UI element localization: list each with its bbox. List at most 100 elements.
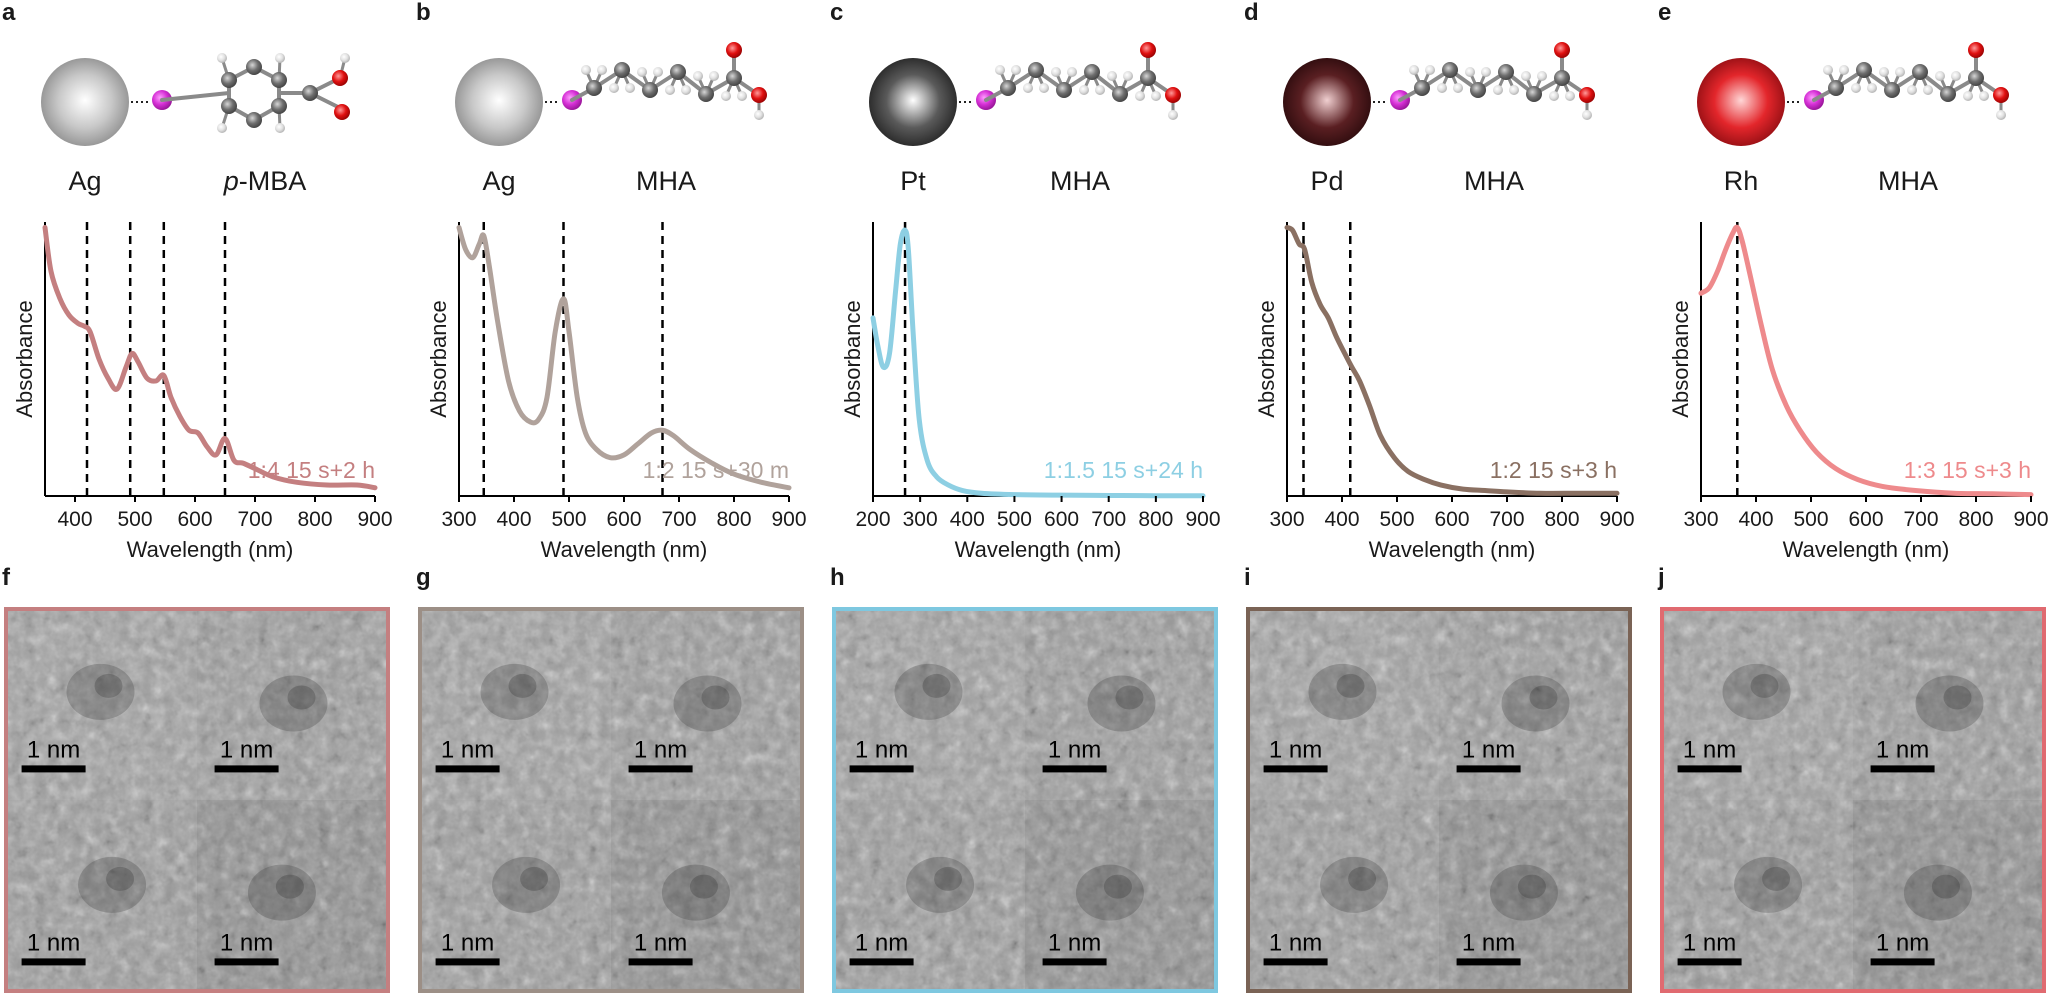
absorbance-series-line: [42, 224, 378, 491]
cluster-particle: [66, 663, 135, 720]
oxygen-atom: [334, 104, 350, 120]
metal-label: Pt: [900, 166, 926, 196]
y-axis-title: Absorbance: [426, 300, 451, 417]
hydrogen-atom: [737, 91, 747, 101]
x-tick-label: 500: [1793, 508, 1828, 531]
x-tick-label: 800: [1958, 508, 1993, 531]
cluster-particle: [1915, 675, 1984, 732]
scale-bar: [1677, 765, 1742, 773]
oxygen-atom: [726, 42, 742, 58]
cluster-particle: [106, 866, 135, 891]
metal-label: Pd: [1310, 166, 1343, 196]
cluster-particle: [1336, 673, 1365, 698]
scale-bar: [435, 765, 500, 773]
hydrogen-atom: [581, 65, 591, 75]
scale-bar: [21, 765, 86, 773]
tem-frame: [1246, 607, 1632, 993]
carbon-atom: [1056, 82, 1072, 98]
ligand-label: MHA: [636, 166, 696, 196]
cluster-particle: [701, 685, 730, 710]
hydrogen-atom: [1409, 65, 1419, 75]
carbon-atom: [271, 72, 287, 88]
scale-bar: [1263, 958, 1328, 966]
carbon-atom: [1498, 64, 1514, 80]
cluster-particle: [1115, 685, 1144, 710]
x-tick-label: 900: [771, 508, 806, 531]
hydrogen-atom: [1521, 71, 1531, 81]
carbon-atom: [271, 98, 287, 114]
cluster-particle: [492, 856, 561, 913]
absorbance-chart: 1:2 15 s+30 m 300 400 500 600 700 800 900 Wavele…: [426, 222, 807, 562]
ligand-suffix: -MBA: [239, 166, 307, 196]
x-tick-label: 900: [357, 508, 392, 531]
hydrogen-atom: [609, 83, 619, 93]
hydrogen-atom: [597, 65, 607, 75]
tem-noise-texture: [418, 607, 804, 993]
carbon-atom: [726, 70, 742, 86]
x-tick-label: 500: [117, 508, 152, 531]
carbon-atom: [1554, 70, 1570, 86]
hydrogen-atom: [1481, 67, 1491, 77]
x-tick-label: 400: [1324, 508, 1359, 531]
scale-bar: [1263, 765, 1328, 773]
metal-sphere: [1283, 58, 1371, 146]
x-axis-title: Wavelength (nm): [127, 537, 294, 562]
absorbance-chart: 1:4 15 s+2 h 400 500 600 700 800 900 Wavelength…: [12, 222, 393, 562]
scale-bar-label: 1 nm: [1876, 736, 1929, 763]
tem-image: 1 nm 1 nm 1 nm 1 nm: [418, 607, 804, 993]
x-tick-label: 300: [441, 508, 476, 531]
hydrogen-atom: [721, 91, 731, 101]
carbon-atom: [221, 98, 237, 114]
hydrogen-atom: [1923, 85, 1933, 95]
x-tick-label: 400: [950, 508, 985, 531]
cluster-particle: [689, 874, 718, 899]
ligand-molecule: [152, 53, 350, 133]
absorbance-series-line: [870, 227, 1206, 499]
column-d: d Pd MHA 1:2 15 s+3 h 300 400 500 600 700 800 900 W…: [1244, 0, 1635, 993]
scale-bar-label: 1 nm: [27, 929, 80, 956]
hydrogen-atom: [1067, 67, 1077, 77]
carbon-atom: [698, 86, 714, 102]
scale-bar: [214, 765, 279, 773]
ligand-label: MHA: [1878, 166, 1938, 196]
x-axis-title: Wavelength (nm): [1369, 537, 1536, 562]
cluster-particle: [1762, 866, 1791, 891]
hydrogen-atom: [1079, 85, 1089, 95]
carbon-atom: [1028, 62, 1044, 78]
scale-bar-label: 1 nm: [634, 929, 687, 956]
tem-noise-texture: [832, 607, 1218, 993]
x-tick-label: 600: [1044, 508, 1079, 531]
column-c: c Pt MHA 1:1.5 15 s+24 h 200 300 400 500 600 700 8…: [830, 0, 1221, 993]
column-a: a Ag p-MBA 1:4 15 s+2 h 400 500 600 700 800 900 Wa…: [2, 0, 393, 993]
cluster-particle: [1722, 663, 1791, 720]
carbon-atom: [670, 64, 686, 80]
scale-bar: [1456, 765, 1521, 773]
ligand-label: MHA: [1050, 166, 1110, 196]
hydrogen-atom: [653, 67, 663, 77]
x-tick-label: 700: [1091, 508, 1126, 531]
x-tick-label: 400: [1738, 508, 1773, 531]
y-axis-title: Absorbance: [12, 300, 37, 417]
hydrogen-atom: [625, 83, 635, 93]
condition-label: 1:3 15 s+3 h: [1904, 457, 2031, 483]
x-tick-label: 600: [606, 508, 641, 531]
hydrogen-atom: [1951, 71, 1961, 81]
cluster-particle: [1750, 673, 1779, 698]
hydrogen-atom: [1867, 83, 1877, 93]
cluster-particle: [1103, 874, 1132, 899]
panel-label: a: [2, 0, 16, 26]
x-tick-label: 800: [1544, 508, 1579, 531]
scale-bar-label: 1 nm: [220, 929, 273, 956]
hydrogen-atom: [1582, 110, 1592, 120]
panel-label: b: [416, 0, 431, 26]
scale-bar-label: 1 nm: [220, 736, 273, 763]
oxygen-atom: [1993, 87, 2009, 103]
x-tick-label: 700: [237, 508, 272, 531]
metal-sphere: [869, 58, 957, 146]
x-tick-label: 500: [1379, 508, 1414, 531]
y-axis-title: Absorbance: [1668, 300, 1693, 417]
hydrogen-atom: [1839, 65, 1849, 75]
ligand-molecule: [562, 42, 767, 120]
oxygen-atom: [1579, 87, 1595, 103]
